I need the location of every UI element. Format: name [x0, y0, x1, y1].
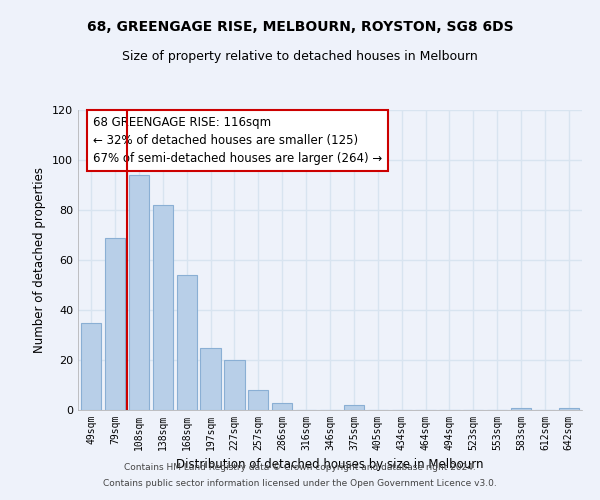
Bar [559, 408, 579, 410]
Bar [81, 322, 101, 410]
Text: Contains public sector information licensed under the Open Government Licence v3: Contains public sector information licen… [103, 478, 497, 488]
Bar [152, 205, 173, 410]
Text: 68, GREENGAGE RISE, MELBOURN, ROYSTON, SG8 6DS: 68, GREENGAGE RISE, MELBOURN, ROYSTON, S… [86, 20, 514, 34]
Bar [200, 348, 221, 410]
Bar [224, 360, 245, 410]
Text: Contains HM Land Registry data © Crown copyright and database right 2024.: Contains HM Land Registry data © Crown c… [124, 464, 476, 472]
X-axis label: Distribution of detached houses by size in Melbourn: Distribution of detached houses by size … [176, 458, 484, 471]
Bar [105, 238, 125, 410]
Text: Size of property relative to detached houses in Melbourn: Size of property relative to detached ho… [122, 50, 478, 63]
Bar [272, 402, 292, 410]
Bar [344, 405, 364, 410]
Bar [129, 175, 149, 410]
Bar [511, 408, 531, 410]
Bar [176, 275, 197, 410]
Y-axis label: Number of detached properties: Number of detached properties [34, 167, 46, 353]
Text: 68 GREENGAGE RISE: 116sqm
← 32% of detached houses are smaller (125)
67% of semi: 68 GREENGAGE RISE: 116sqm ← 32% of detac… [93, 116, 382, 165]
Bar [248, 390, 268, 410]
